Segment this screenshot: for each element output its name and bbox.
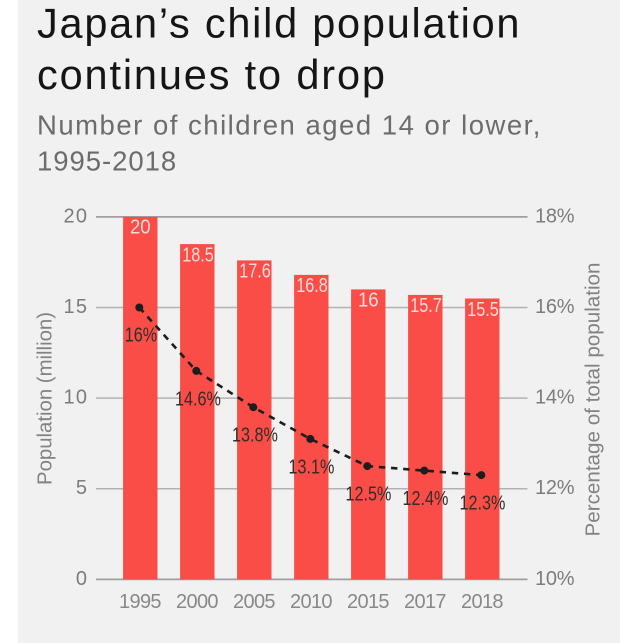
svg-text:15.5: 15.5 xyxy=(467,298,499,320)
svg-text:0: 0 xyxy=(76,568,87,590)
svg-text:16: 16 xyxy=(358,290,379,312)
svg-text:16%: 16% xyxy=(535,296,575,318)
svg-text:2000: 2000 xyxy=(176,591,219,613)
svg-text:2005: 2005 xyxy=(233,591,275,613)
svg-text:2017: 2017 xyxy=(404,591,447,613)
svg-text:Percentage of total population: Percentage of total population xyxy=(583,263,605,537)
svg-text:16%: 16% xyxy=(125,324,157,346)
svg-text:13.8%: 13.8% xyxy=(232,424,278,446)
svg-text:17.6: 17.6 xyxy=(239,260,271,282)
svg-text:Number of children aged 14 or: Number of children aged 14 or lower, xyxy=(37,110,542,141)
svg-text:1995: 1995 xyxy=(119,591,162,613)
svg-text:15.7: 15.7 xyxy=(410,295,442,317)
svg-text:12%: 12% xyxy=(535,477,575,499)
svg-text:10%: 10% xyxy=(535,568,575,590)
svg-text:15: 15 xyxy=(64,296,88,318)
svg-text:continues to drop: continues to drop xyxy=(37,51,387,98)
svg-text:20: 20 xyxy=(130,217,151,239)
svg-text:14%: 14% xyxy=(535,387,575,409)
svg-text:12.3%: 12.3% xyxy=(460,492,506,514)
svg-text:Japan’s child population: Japan’s child population xyxy=(37,0,521,47)
svg-text:Population (million): Population (million) xyxy=(35,312,57,485)
svg-text:16.8: 16.8 xyxy=(296,275,328,297)
svg-text:2010: 2010 xyxy=(290,591,333,613)
svg-text:2018: 2018 xyxy=(461,591,504,613)
svg-text:18%: 18% xyxy=(535,205,575,227)
svg-text:1995-2018: 1995-2018 xyxy=(37,145,177,176)
svg-text:20: 20 xyxy=(64,205,88,227)
svg-text:12.5%: 12.5% xyxy=(346,483,392,505)
svg-text:2015: 2015 xyxy=(347,591,390,613)
svg-text:13.1%: 13.1% xyxy=(289,456,335,478)
svg-text:12.4%: 12.4% xyxy=(403,487,449,509)
svg-text:5: 5 xyxy=(76,477,87,499)
svg-text:10: 10 xyxy=(64,387,88,409)
svg-text:18.5: 18.5 xyxy=(182,244,214,266)
svg-text:14.6%: 14.6% xyxy=(175,388,221,410)
